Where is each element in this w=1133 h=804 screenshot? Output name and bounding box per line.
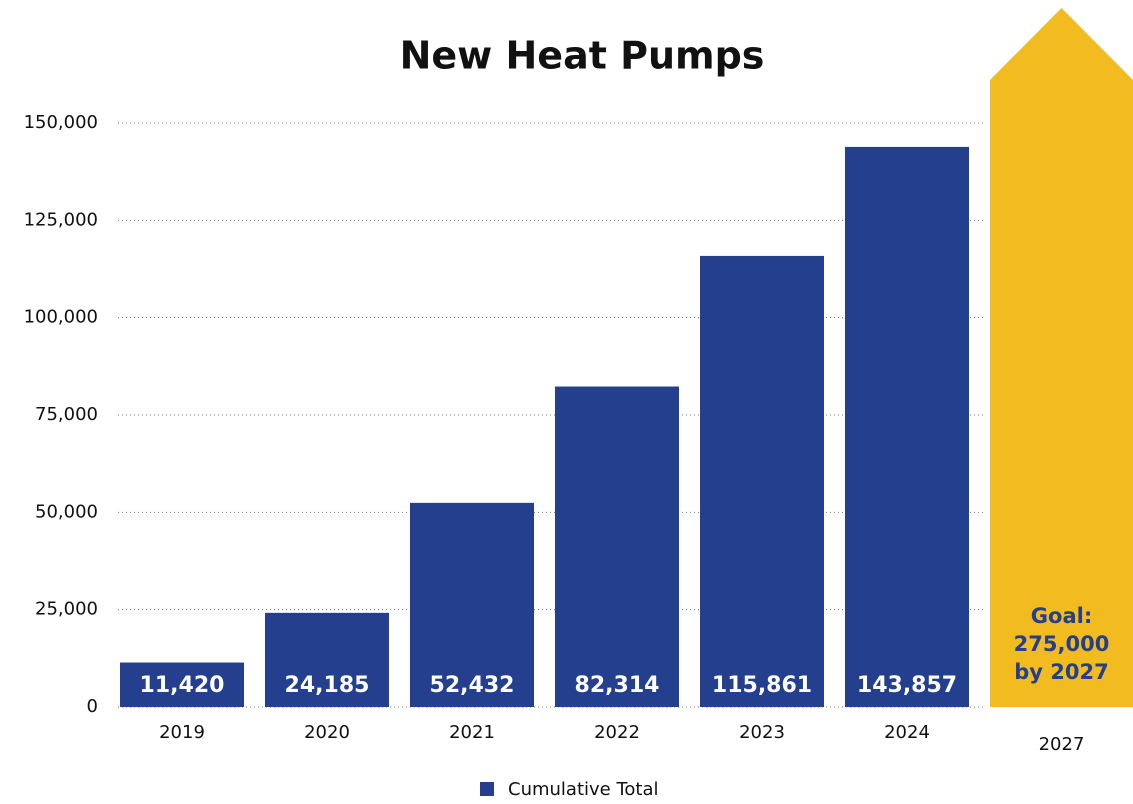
value-label: 24,185 bbox=[285, 673, 370, 698]
goal-label: by 2027 bbox=[1014, 660, 1108, 684]
x-tick-label: 2024 bbox=[884, 722, 930, 743]
legend-label: Cumulative Total bbox=[508, 779, 659, 800]
chart-title: New Heat Pumps bbox=[400, 34, 765, 78]
y-tick-label: 0 bbox=[87, 696, 98, 717]
goal-bar bbox=[990, 80, 1133, 707]
bar bbox=[700, 255, 824, 708]
y-tick-label: 100,000 bbox=[24, 307, 98, 328]
y-tick-label: 25,000 bbox=[35, 599, 98, 620]
value-label: 82,314 bbox=[575, 673, 660, 698]
y-tick-label: 150,000 bbox=[24, 112, 98, 133]
bar bbox=[555, 386, 679, 707]
bar bbox=[120, 662, 244, 707]
x-tick-label: 2027 bbox=[1039, 734, 1085, 755]
value-label: 52,432 bbox=[430, 673, 515, 698]
value-label: 143,857 bbox=[857, 673, 957, 698]
x-tick-label: 2019 bbox=[159, 722, 205, 743]
bar bbox=[265, 612, 389, 707]
y-tick-label: 125,000 bbox=[24, 209, 98, 230]
x-tick-label: 2020 bbox=[304, 722, 350, 743]
y-tick-label: 50,000 bbox=[35, 501, 98, 522]
legend-swatch bbox=[480, 782, 494, 796]
x-tick-label: 2021 bbox=[449, 722, 495, 743]
goal-label: 275,000 bbox=[1014, 632, 1110, 656]
y-tick-label: 75,000 bbox=[35, 404, 98, 425]
value-label: 11,420 bbox=[140, 673, 225, 698]
bar bbox=[410, 502, 534, 707]
x-tick-label: 2022 bbox=[594, 722, 640, 743]
value-label: 115,861 bbox=[712, 673, 812, 698]
bar bbox=[845, 146, 969, 707]
goal-arrowhead bbox=[990, 8, 1133, 80]
x-tick-label: 2023 bbox=[739, 722, 785, 743]
goal-label: Goal: bbox=[1031, 604, 1092, 628]
